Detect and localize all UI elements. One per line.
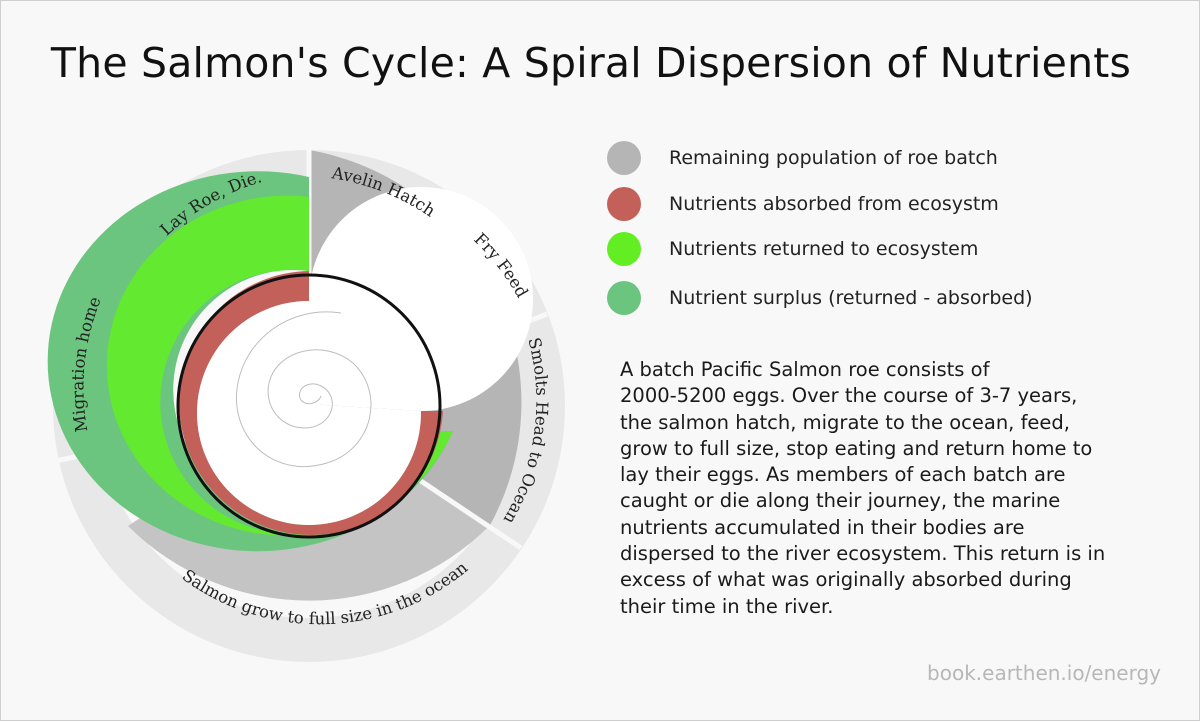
description-line: grow to full size, stop eating and retur… [620,436,1093,460]
footer-credit: book.earthen.io/energy [927,661,1161,685]
description-text: A batch Pacific Salmon roe consists of 2… [620,357,1160,620]
description-line: dispersed to the river ecosystem. This r… [620,542,1106,566]
center-fill [308,187,533,411]
page-title: The Salmon's Cycle: A Spiral Dispersion … [50,39,1132,87]
legend-swatch-returned [607,232,641,266]
nutrients-returned-area [106,195,453,536]
description-line: 2000-5200 eggs. Over the course of 3-7 y… [620,384,1078,408]
legend-label-population: Remaining population of roe batch [669,147,998,169]
cycle-boundary-ring [176,273,442,539]
description-line: A batch Pacific Salmon roe consists of [620,358,990,381]
description-line: excess of what was originally absorbed d… [620,568,1072,592]
legend-label-returned: Nutrients returned to ecosystem [669,238,979,260]
description-line: the salmon hatch, migrate to the ocean, … [620,410,1071,434]
center-fill-2 [197,301,422,525]
legend-swatch-population [607,141,641,175]
description-line: caught or die along their journey, the m… [620,489,1061,513]
description-line: nutrients accumulated in their bodies ar… [620,515,1025,539]
legend-swatch-absorbed [607,187,641,221]
legend-label-absorbed: Nutrients absorbed from ecosystm [669,193,999,215]
center-spiral [235,311,372,468]
salmon-cycle-diagram: Avelin Hatch Fry Feed Smolts Head to Oce… [47,141,565,662]
description-line: lay their eggs. As members of each batch… [620,463,1066,487]
legend-swatch-surplus [607,281,641,315]
description-line: their time in the river. [620,594,834,618]
legend-label-surplus: Nutrient surplus (returned - absorbed) [669,287,1033,309]
